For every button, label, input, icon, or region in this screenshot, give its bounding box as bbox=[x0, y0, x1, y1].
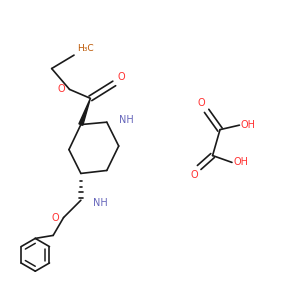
Text: OH: OH bbox=[233, 157, 248, 167]
Text: O: O bbox=[58, 84, 65, 94]
Polygon shape bbox=[79, 98, 90, 125]
Text: O: O bbox=[197, 98, 205, 108]
Text: OH: OH bbox=[241, 120, 256, 130]
Text: H₃C: H₃C bbox=[77, 44, 94, 53]
Text: O: O bbox=[51, 212, 59, 223]
Text: NH: NH bbox=[119, 115, 134, 125]
Text: O: O bbox=[190, 170, 198, 181]
Text: NH: NH bbox=[93, 198, 108, 208]
Text: O: O bbox=[118, 72, 125, 82]
